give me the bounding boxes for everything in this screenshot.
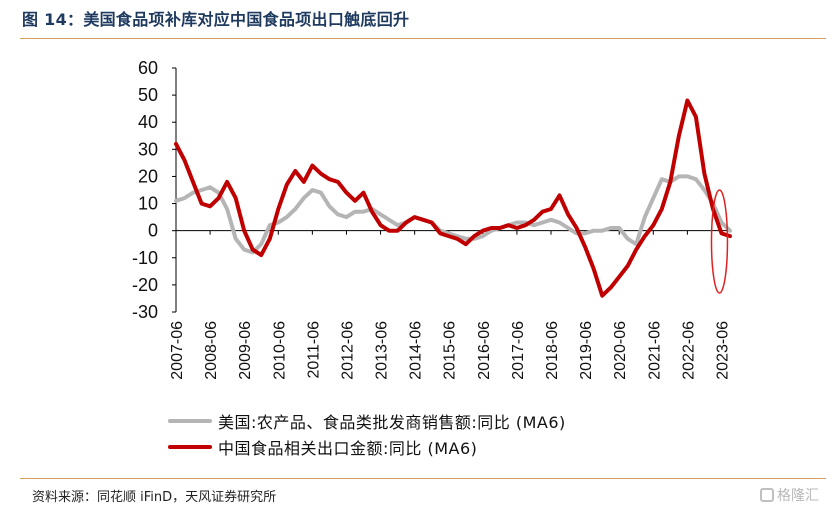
watermark-text: 格隆汇 — [777, 488, 819, 504]
legend-swatch-us — [168, 419, 212, 423]
x-tick-label: 2019-06 — [578, 321, 595, 380]
x-tick-label: 2021-06 — [646, 321, 663, 380]
x-tick-label: 2007-06 — [169, 321, 186, 380]
watermark: 格隆汇 — [760, 485, 819, 505]
y-tick-label: 30 — [138, 139, 158, 159]
source-note: 资料来源：同花顺 iFinD，天风证券研究所 — [32, 490, 277, 505]
x-tick-label: 2010-06 — [271, 321, 288, 380]
x-tick-label: 2022-06 — [680, 321, 697, 380]
figure-title: 图 14：美国食品项补库对应中国食品项出口触底回升 — [22, 10, 410, 29]
line-chart: -30 -20 -10 0 10 20 30 40 50 60 2007-06 2008-06 2009… — [132, 58, 732, 380]
legend-swatch-cn — [168, 445, 212, 449]
y-tick-label: -30 — [132, 302, 158, 322]
x-tick-label: 2016-06 — [476, 321, 493, 380]
watermark-logo-icon — [760, 488, 774, 502]
y-tick-label: -20 — [132, 275, 158, 295]
x-tick-label: 2008-06 — [203, 321, 220, 380]
x-tick-label: 2023-06 — [714, 321, 731, 380]
x-tick-label: 2012-06 — [339, 321, 356, 380]
x-tick-label: 2011-06 — [305, 321, 322, 379]
title-divider — [20, 38, 826, 39]
chart-axes: -30 -20 -10 0 10 20 30 40 50 60 2007-06 2008-06 2009… — [132, 58, 731, 380]
x-tick-label: 2014-06 — [408, 321, 425, 380]
x-tick-label: 2009-06 — [237, 321, 254, 380]
y-tick-label: 0 — [148, 221, 158, 241]
highlight-ellipse — [710, 189, 729, 294]
chart-legend: 美国:农产品、食品类批发商销售额:同比 (MA6) 中国食品相关出口金额:同比 … — [168, 408, 566, 460]
legend-item-cn: 中国食品相关出口金额:同比 (MA6) — [168, 434, 566, 460]
legend-label-cn: 中国食品相关出口金额:同比 (MA6) — [218, 439, 478, 458]
y-tick-label: 40 — [138, 112, 158, 132]
legend-label-us: 美国:农产品、食品类批发商销售额:同比 (MA6) — [218, 413, 566, 432]
x-tick-label: 2018-06 — [544, 321, 561, 380]
y-tick-label: 20 — [138, 166, 158, 186]
chart-series — [174, 98, 732, 298]
y-tick-label: 50 — [138, 85, 158, 105]
y-tick-label: 10 — [138, 194, 158, 214]
chart-annotations — [710, 189, 729, 294]
legend-item-us: 美国:农产品、食品类批发商销售额:同比 (MA6) — [168, 408, 566, 434]
y-tick-label: -10 — [132, 248, 158, 268]
x-tick-label: 2017-06 — [510, 321, 527, 380]
x-tick-label: 2013-06 — [374, 321, 391, 380]
x-tick-label: 2020-06 — [612, 321, 629, 380]
series-line-china-food-exports — [174, 98, 732, 298]
series-line-us-wholesale-sales — [174, 174, 732, 255]
source-divider — [20, 478, 826, 479]
y-tick-label: 60 — [138, 58, 158, 78]
x-tick-label: 2015-06 — [442, 321, 459, 380]
